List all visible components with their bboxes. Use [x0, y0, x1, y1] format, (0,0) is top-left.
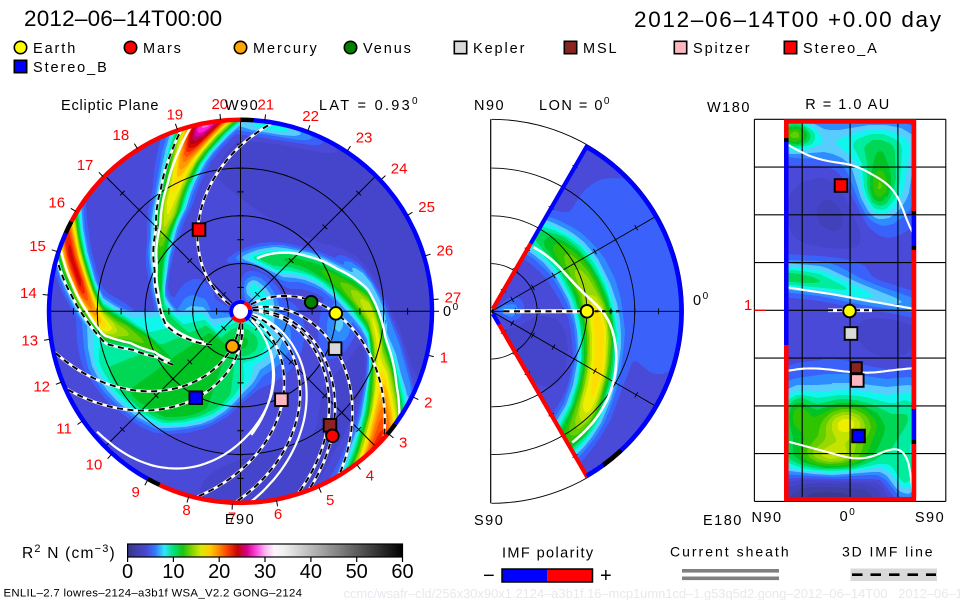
svg-text:+: + — [600, 565, 612, 587]
svg-text:Spitzer: Spitzer — [693, 41, 751, 57]
svg-text:6: 6 — [274, 506, 282, 523]
svg-text:LAT = 0.930: LAT = 0.930 — [319, 96, 420, 114]
svg-text:0: 0 — [122, 561, 133, 583]
svg-text:22: 22 — [302, 108, 319, 125]
svg-text:17: 17 — [77, 157, 94, 174]
svg-text:S90: S90 — [474, 513, 504, 529]
svg-text:7: 7 — [228, 510, 236, 527]
svg-text:21: 21 — [257, 97, 274, 114]
svg-text:N90: N90 — [474, 98, 505, 114]
svg-text:4: 4 — [366, 468, 374, 485]
svg-text:10: 10 — [162, 561, 184, 583]
svg-text:W90: W90 — [225, 98, 259, 114]
svg-text:40: 40 — [300, 561, 322, 583]
svg-text:8: 8 — [182, 502, 190, 519]
svg-text:ENLIL–2.7 lowres–2124–a3b1f WS: ENLIL–2.7 lowres–2124–a3b1f WSA_V2.2 GON… — [4, 588, 303, 600]
svg-text:20: 20 — [211, 96, 228, 113]
svg-text:−: − — [483, 565, 495, 587]
svg-text:18: 18 — [113, 127, 130, 144]
svg-text:3D IMF line: 3D IMF line — [842, 544, 934, 560]
svg-text:N90: N90 — [751, 510, 782, 526]
svg-text:LON = 00: LON = 00 — [539, 96, 611, 114]
svg-text:2012–06–14T00:00: 2012–06–14T00:00 — [24, 6, 222, 31]
svg-text:24: 24 — [391, 160, 408, 177]
svg-text:Mercury: Mercury — [253, 41, 319, 57]
svg-text:19: 19 — [166, 106, 183, 123]
svg-text:Current sheath: Current sheath — [670, 544, 791, 560]
svg-text:23: 23 — [356, 130, 373, 147]
svg-text:Venus: Venus — [363, 41, 413, 57]
svg-text:10: 10 — [86, 456, 103, 473]
svg-text:60: 60 — [391, 561, 413, 583]
svg-text:13: 13 — [21, 333, 38, 350]
svg-text:3: 3 — [399, 435, 407, 452]
svg-text:2012–06–14T00 +0.00 day: 2012–06–14T00 +0.00 day — [634, 7, 943, 32]
svg-text:26: 26 — [437, 243, 454, 260]
svg-text:MSL: MSL — [583, 41, 619, 57]
svg-text:25: 25 — [418, 199, 435, 216]
svg-text:Ecliptic Plane: Ecliptic Plane — [61, 98, 159, 114]
svg-text:1: 1 — [440, 350, 448, 367]
svg-text:15: 15 — [29, 238, 46, 255]
svg-text:W180: W180 — [707, 100, 751, 116]
svg-text:11: 11 — [56, 421, 72, 438]
svg-text:R2 N (cm−3): R2 N (cm−3) — [22, 543, 116, 562]
svg-text:S90: S90 — [915, 510, 945, 526]
svg-text:27: 27 — [445, 290, 462, 307]
svg-text:Kepler: Kepler — [473, 41, 526, 57]
svg-text:16: 16 — [48, 195, 65, 212]
svg-text:30: 30 — [254, 561, 276, 583]
svg-text:9: 9 — [131, 484, 139, 501]
svg-text:50: 50 — [346, 561, 368, 583]
svg-text:Stereo_A: Stereo_A — [803, 41, 879, 57]
svg-text:2: 2 — [424, 395, 432, 412]
svg-text:E180: E180 — [703, 513, 743, 529]
svg-text:14: 14 — [20, 285, 37, 302]
svg-text:Mars: Mars — [143, 41, 183, 57]
svg-text:5: 5 — [326, 492, 334, 509]
svg-text:ccmc/wsafr–cld/256x30x90x1.212: ccmc/wsafr–cld/256x30x90x1.2124–a3b1f.16… — [344, 586, 960, 600]
svg-text:1: 1 — [744, 297, 752, 314]
svg-text:Stereo_B: Stereo_B — [33, 60, 109, 76]
svg-text:Earth: Earth — [33, 41, 77, 57]
svg-text:IMF polarity: IMF polarity — [502, 546, 595, 562]
svg-text:E90: E90 — [225, 512, 255, 528]
svg-text:R = 1.0 AU: R = 1.0 AU — [805, 97, 891, 113]
svg-text:20: 20 — [208, 561, 230, 583]
svg-text:12: 12 — [33, 379, 50, 396]
